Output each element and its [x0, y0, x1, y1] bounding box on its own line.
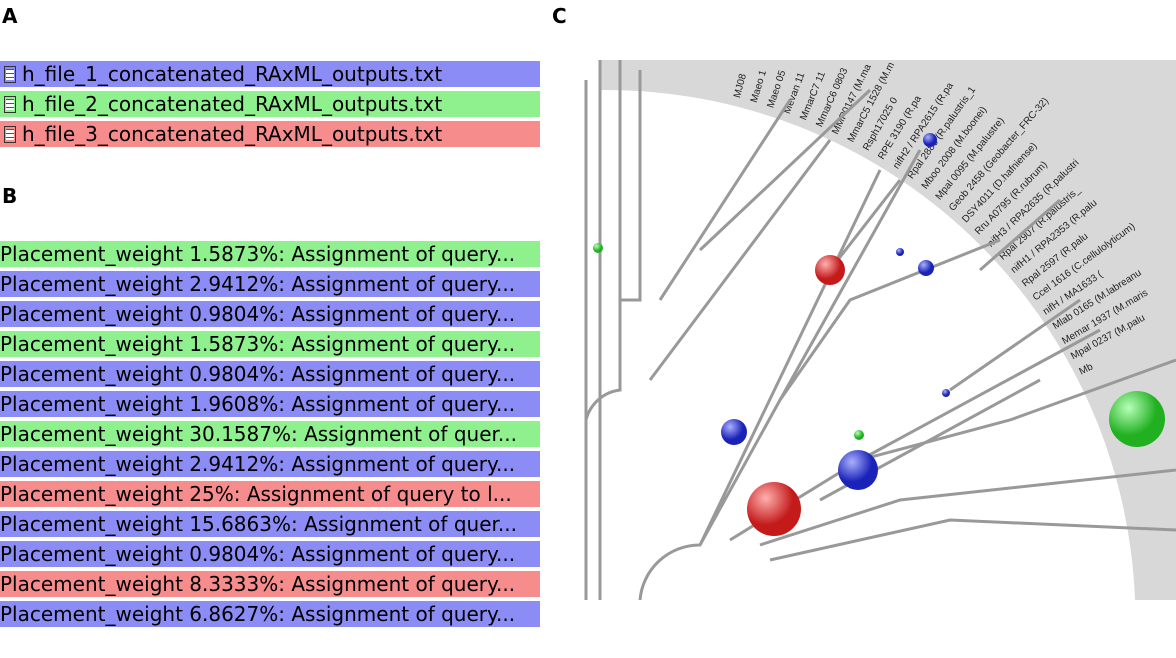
row-text: Placement_weight 25%: Assignment of quer…: [0, 482, 512, 506]
list-row[interactable]: h_file_3_concatenated_RAxML_outputs.txt: [0, 121, 540, 147]
list-row[interactable]: Placement_weight 6.8627%: Assignment of …: [0, 601, 540, 627]
list-row[interactable]: Placement_weight 2.9412%: Assignment of …: [0, 271, 540, 297]
list-row[interactable]: Placement_weight 1.9608%: Assignment of …: [0, 391, 540, 417]
row-text: h_file_3_concatenated_RAxML_outputs.txt: [22, 122, 443, 146]
row-text: Placement_weight 30.1587%: Assignment of…: [0, 422, 517, 446]
row-text: Placement_weight 6.8627%: Assignment of …: [0, 602, 516, 626]
list-row[interactable]: Placement_weight 1.5873%: Assignment of …: [0, 331, 540, 357]
panel-label: B: [2, 184, 18, 208]
list-row[interactable]: Placement_weight 8.3333%: Assignment of …: [0, 571, 540, 597]
file-icon: [4, 126, 16, 143]
row-text: Placement_weight 2.9412%: Assignment of …: [0, 272, 516, 296]
placement-bubbles: [593, 133, 1165, 536]
branches: [584, 60, 1176, 600]
row-text: Placement_weight 15.6863%: Assignment of…: [0, 512, 517, 536]
row-text: Placement_weight 0.9804%: Assignment of …: [0, 302, 516, 326]
row-text: h_file_1_concatenated_RAxML_outputs.txt: [22, 62, 443, 86]
label-band: [600, 60, 1176, 600]
list-row[interactable]: Placement_weight 0.9804%: Assignment of …: [0, 541, 540, 567]
row-text: h_file_2_concatenated_RAxML_outputs.txt: [22, 92, 443, 116]
panel-label: A: [2, 4, 18, 28]
list-row[interactable]: Placement_weight 25%: Assignment of quer…: [0, 481, 540, 507]
row-text: Placement_weight 1.5873%: Assignment of …: [0, 242, 516, 266]
row-text: Placement_weight 2.9412%: Assignment of …: [0, 452, 516, 476]
file-icon: [4, 66, 16, 83]
list-row[interactable]: Placement_weight 0.9804%: Assignment of …: [0, 361, 540, 387]
panel-label: C: [552, 4, 567, 28]
list-row[interactable]: Placement_weight 15.6863%: Assignment of…: [0, 511, 540, 537]
row-text: Placement_weight 0.9804%: Assignment of …: [0, 542, 516, 566]
list-row[interactable]: Placement_weight 1.5873%: Assignment of …: [0, 241, 540, 267]
list-row[interactable]: Placement_weight 0.9804%: Assignment of …: [0, 301, 540, 327]
row-text: Placement_weight 0.9804%: Assignment of …: [0, 362, 516, 386]
list-row[interactable]: Placement_weight 2.9412%: Assignment of …: [0, 451, 540, 477]
file-icon: [4, 96, 16, 113]
row-text: Placement_weight 8.3333%: Assignment of …: [0, 572, 516, 596]
list-row[interactable]: h_file_2_concatenated_RAxML_outputs.txt: [0, 91, 540, 117]
row-text: Placement_weight 1.9608%: Assignment of …: [0, 392, 516, 416]
row-text: Placement_weight 1.5873%: Assignment of …: [0, 332, 516, 356]
list-row[interactable]: h_file_1_concatenated_RAxML_outputs.txt: [0, 61, 540, 87]
list-row[interactable]: Placement_weight 30.1587%: Assignment of…: [0, 421, 540, 447]
